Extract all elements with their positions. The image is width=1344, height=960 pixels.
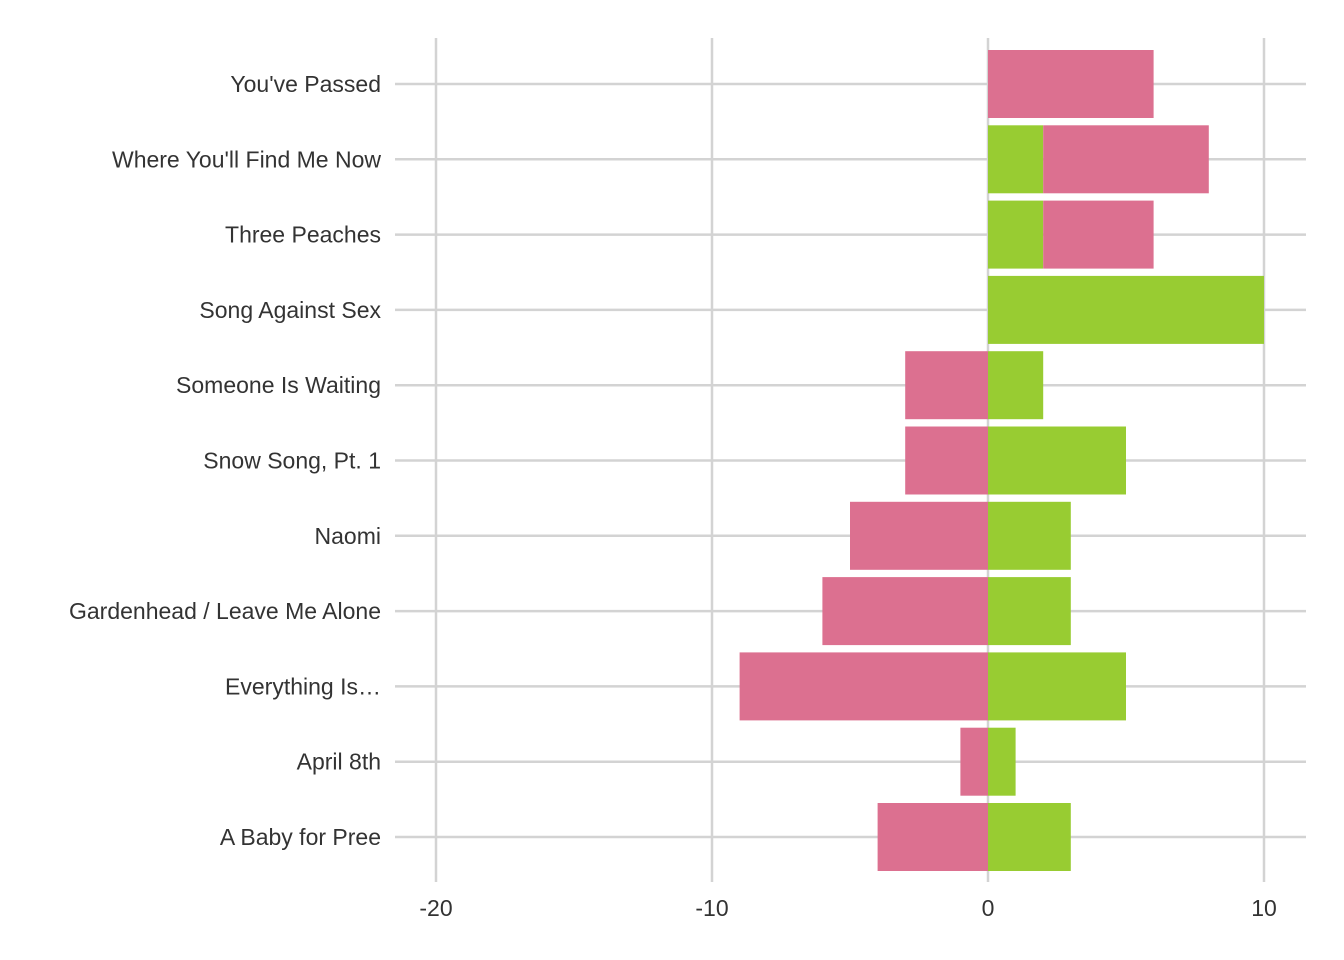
- bar-snow-song-pt-1-series-2: [905, 426, 988, 495]
- y-tick-label-everything-is: Everything Is…: [225, 673, 381, 699]
- y-tick-label-a-baby-for-pree: A Baby for Pree: [220, 824, 381, 850]
- x-tick-label: -20: [419, 895, 452, 921]
- bar-naomi-series-1: [988, 501, 1071, 570]
- bar-april-8th-series-1: [988, 727, 1016, 796]
- y-tick-label-song-against-sex: Song Against Sex: [199, 297, 381, 323]
- bar-everything-is-series-2: [739, 652, 988, 721]
- bar-song-against-sex-series-1: [988, 275, 1264, 344]
- bar-gardenhead-leave-me-alone-series-2: [822, 577, 988, 646]
- bar-someone-is-waiting-series-2: [905, 351, 988, 420]
- bar-snow-song-pt-1-series-1: [988, 426, 1126, 495]
- y-tick-label-april-8th: April 8th: [297, 749, 381, 775]
- x-axis-labels: -20 -10 0 10: [419, 895, 1276, 921]
- bar-a-baby-for-pree-series-2: [877, 803, 988, 871]
- y-axis-labels: You've Passed Where You'll Find Me Now Thr…: [69, 71, 382, 850]
- bar-three-peaches-series-2: [1043, 200, 1154, 269]
- y-tick-label-snow-song-pt-1: Snow Song, Pt. 1: [203, 448, 381, 474]
- y-tick-label-you-ve-passed: You've Passed: [230, 71, 381, 97]
- bar-april-8th-series-2: [960, 727, 988, 796]
- y-tick-label-gardenhead-leave-me-alone: Gardenhead / Leave Me Alone: [69, 598, 381, 624]
- y-tick-label-someone-is-waiting: Someone Is Waiting: [176, 372, 381, 398]
- bar-a-baby-for-pree-series-1: [988, 803, 1071, 871]
- y-tick-label-three-peaches: Three Peaches: [225, 222, 381, 248]
- bars: [739, 50, 1264, 871]
- bar-where-you-ll-find-me-now-series-2: [1043, 125, 1209, 194]
- bar-everything-is-series-1: [988, 652, 1126, 721]
- bar-gardenhead-leave-me-alone-series-1: [988, 577, 1071, 646]
- bar-three-peaches-series-1: [988, 200, 1044, 269]
- bar-someone-is-waiting-series-1: [988, 351, 1044, 420]
- y-tick-label-where-you-ll-find-me-now: Where You'll Find Me Now: [112, 146, 381, 172]
- x-tick-label: 0: [982, 895, 995, 921]
- bar-you-ve-passed-series-2: [988, 50, 1154, 118]
- bar-naomi-series-2: [850, 501, 988, 570]
- x-tick-label: -10: [695, 895, 728, 921]
- bar-where-you-ll-find-me-now-series-1: [988, 125, 1044, 194]
- x-tick-label: 10: [1251, 895, 1277, 921]
- y-tick-label-naomi: Naomi: [315, 523, 381, 549]
